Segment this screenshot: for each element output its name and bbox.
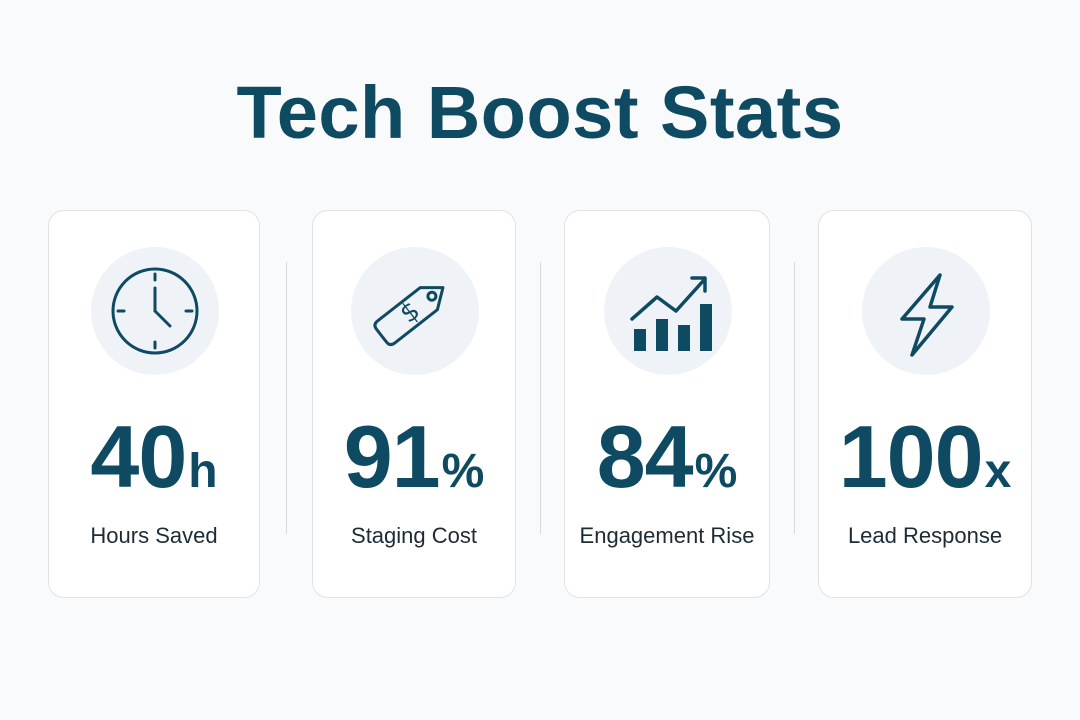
stat-value: 84% [565, 411, 769, 529]
stat-unit: h [188, 445, 218, 498]
price-tag-icon: $ [373, 286, 445, 347]
stat-card-lead-response: 100x Lead Response [818, 210, 1032, 598]
growth-chart-icon [630, 276, 712, 351]
stat-value: 91% [313, 411, 515, 529]
page-title: Tech Boost Stats [236, 71, 844, 154]
icon-badge: $ [351, 247, 479, 375]
stat-number: 84 [596, 407, 694, 506]
stat-number: 100 [838, 407, 984, 506]
stat-number: 91 [343, 407, 441, 506]
icon-badge [604, 247, 732, 375]
svg-text:$: $ [394, 296, 426, 330]
stat-card-engagement-rise: 84% Engagement Rise [564, 210, 770, 598]
divider [794, 262, 795, 534]
icon-badge [91, 247, 219, 375]
stat-label: Engagement Rise [579, 523, 755, 548]
lightning-bolt-icon [900, 273, 954, 357]
stat-value: 100x [819, 411, 1031, 529]
stat-unit: % [441, 445, 485, 498]
stat-card-staging-cost: $ 91% Staging Cost [312, 210, 516, 598]
icon-badge [862, 247, 990, 375]
divider [286, 262, 287, 534]
stat-label: Lead Response [847, 523, 1003, 548]
stat-unit: x [984, 445, 1012, 498]
stat-card-hours-saved: 40h Hours Saved [48, 210, 260, 598]
stat-label: Staging Cost [351, 523, 477, 548]
stat-number: 40 [90, 407, 187, 506]
stat-label: Hours Saved [90, 523, 218, 548]
stat-value: 40h [49, 411, 259, 529]
clock-icon [111, 267, 199, 355]
stat-unit: % [694, 445, 738, 498]
divider [540, 262, 541, 534]
